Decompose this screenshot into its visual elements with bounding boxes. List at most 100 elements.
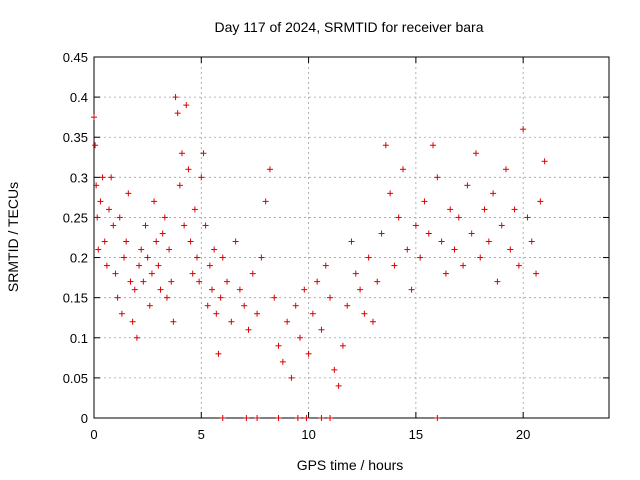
- data-point: [382, 142, 389, 149]
- data-point: [327, 415, 334, 421]
- data-point: [339, 342, 346, 349]
- data-point: [209, 286, 216, 293]
- data-point: [404, 246, 411, 253]
- data-point: [421, 198, 428, 205]
- data-point: [241, 302, 248, 309]
- data-point: [133, 334, 140, 341]
- x-tick-label: 5: [198, 427, 205, 442]
- data-point: [200, 150, 207, 157]
- data-point: [301, 286, 308, 293]
- data-point: [297, 334, 303, 341]
- data-point: [485, 238, 492, 245]
- data-point: [262, 198, 269, 205]
- data-point: [254, 415, 261, 421]
- data-point: [309, 310, 316, 317]
- data-point: [183, 102, 190, 109]
- y-axis-label: SRMTID / TECUs: [5, 182, 21, 292]
- data-point: [541, 158, 548, 165]
- data-point: [217, 294, 224, 301]
- x-axis-label: GPS time / hours: [297, 457, 404, 473]
- data-point: [94, 214, 101, 221]
- data-point: [524, 214, 531, 221]
- data-point: [408, 286, 415, 293]
- data-point: [481, 206, 488, 213]
- data-point: [344, 302, 351, 309]
- data-point: [395, 214, 402, 221]
- data-point: [172, 94, 179, 101]
- data-point: [400, 166, 406, 173]
- y-tick-label: 0: [81, 411, 88, 426]
- data-point: [327, 294, 334, 301]
- data-point: [181, 222, 188, 229]
- data-point: [365, 254, 372, 261]
- data-point: [425, 230, 432, 237]
- data-point: [279, 358, 286, 365]
- data-point: [503, 166, 509, 173]
- data-points: [91, 94, 548, 421]
- data-point: [275, 342, 282, 349]
- data-point: [136, 262, 143, 269]
- data-point: [174, 110, 181, 117]
- data-point: [194, 254, 200, 261]
- data-point: [118, 310, 125, 317]
- data-point: [258, 254, 265, 261]
- y-tick-label: 0.15: [63, 291, 88, 306]
- data-point: [95, 246, 102, 253]
- data-point: [121, 254, 128, 261]
- data-point: [127, 278, 134, 285]
- data-point: [161, 214, 168, 221]
- data-point: [254, 310, 261, 317]
- x-tick-label: 0: [90, 427, 97, 442]
- data-point: [477, 254, 484, 261]
- data-point: [442, 270, 449, 277]
- data-point: [138, 246, 145, 253]
- data-point: [472, 150, 479, 157]
- data-point: [369, 318, 376, 325]
- y-tick-label: 0.2: [70, 251, 88, 266]
- data-point: [511, 206, 518, 213]
- data-point: [153, 238, 160, 245]
- data-point: [92, 142, 99, 149]
- data-point: [494, 278, 501, 285]
- data-point: [387, 190, 394, 197]
- data-point: [374, 278, 381, 285]
- data-point: [228, 318, 235, 325]
- data-point: [288, 374, 295, 381]
- plot-frame: [93, 56, 610, 419]
- data-point: [243, 415, 250, 421]
- data-point: [294, 415, 301, 421]
- data-point: [464, 182, 471, 189]
- data-point: [447, 206, 454, 213]
- data-point: [215, 350, 222, 357]
- data-point: [93, 182, 100, 189]
- data-point: [249, 270, 256, 277]
- y-tick-label: 0.35: [63, 130, 88, 145]
- data-point: [271, 294, 278, 301]
- data-point: [434, 415, 441, 421]
- data-point: [520, 126, 527, 133]
- data-point: [357, 286, 364, 293]
- data-point: [314, 278, 321, 285]
- y-tick-label: 0.25: [63, 210, 88, 225]
- data-point: [170, 318, 177, 325]
- grid-lines: [94, 57, 609, 418]
- data-point: [284, 318, 291, 325]
- data-point: [206, 262, 213, 269]
- data-point: [438, 238, 445, 245]
- data-point: [391, 262, 398, 269]
- data-point: [507, 246, 514, 253]
- y-tick-label: 0.05: [63, 371, 88, 386]
- data-point: [202, 222, 209, 229]
- data-point: [148, 270, 155, 277]
- data-point: [191, 206, 198, 213]
- x-tick-label: 20: [516, 427, 530, 442]
- data-point: [352, 270, 359, 277]
- data-point: [335, 382, 342, 389]
- data-point: [468, 230, 475, 237]
- data-point: [204, 302, 211, 309]
- x-tick-label: 10: [301, 427, 315, 442]
- y-tick-label: 0.3: [70, 170, 88, 185]
- data-point: [159, 230, 166, 237]
- data-point: [236, 286, 243, 293]
- data-point: [292, 302, 299, 309]
